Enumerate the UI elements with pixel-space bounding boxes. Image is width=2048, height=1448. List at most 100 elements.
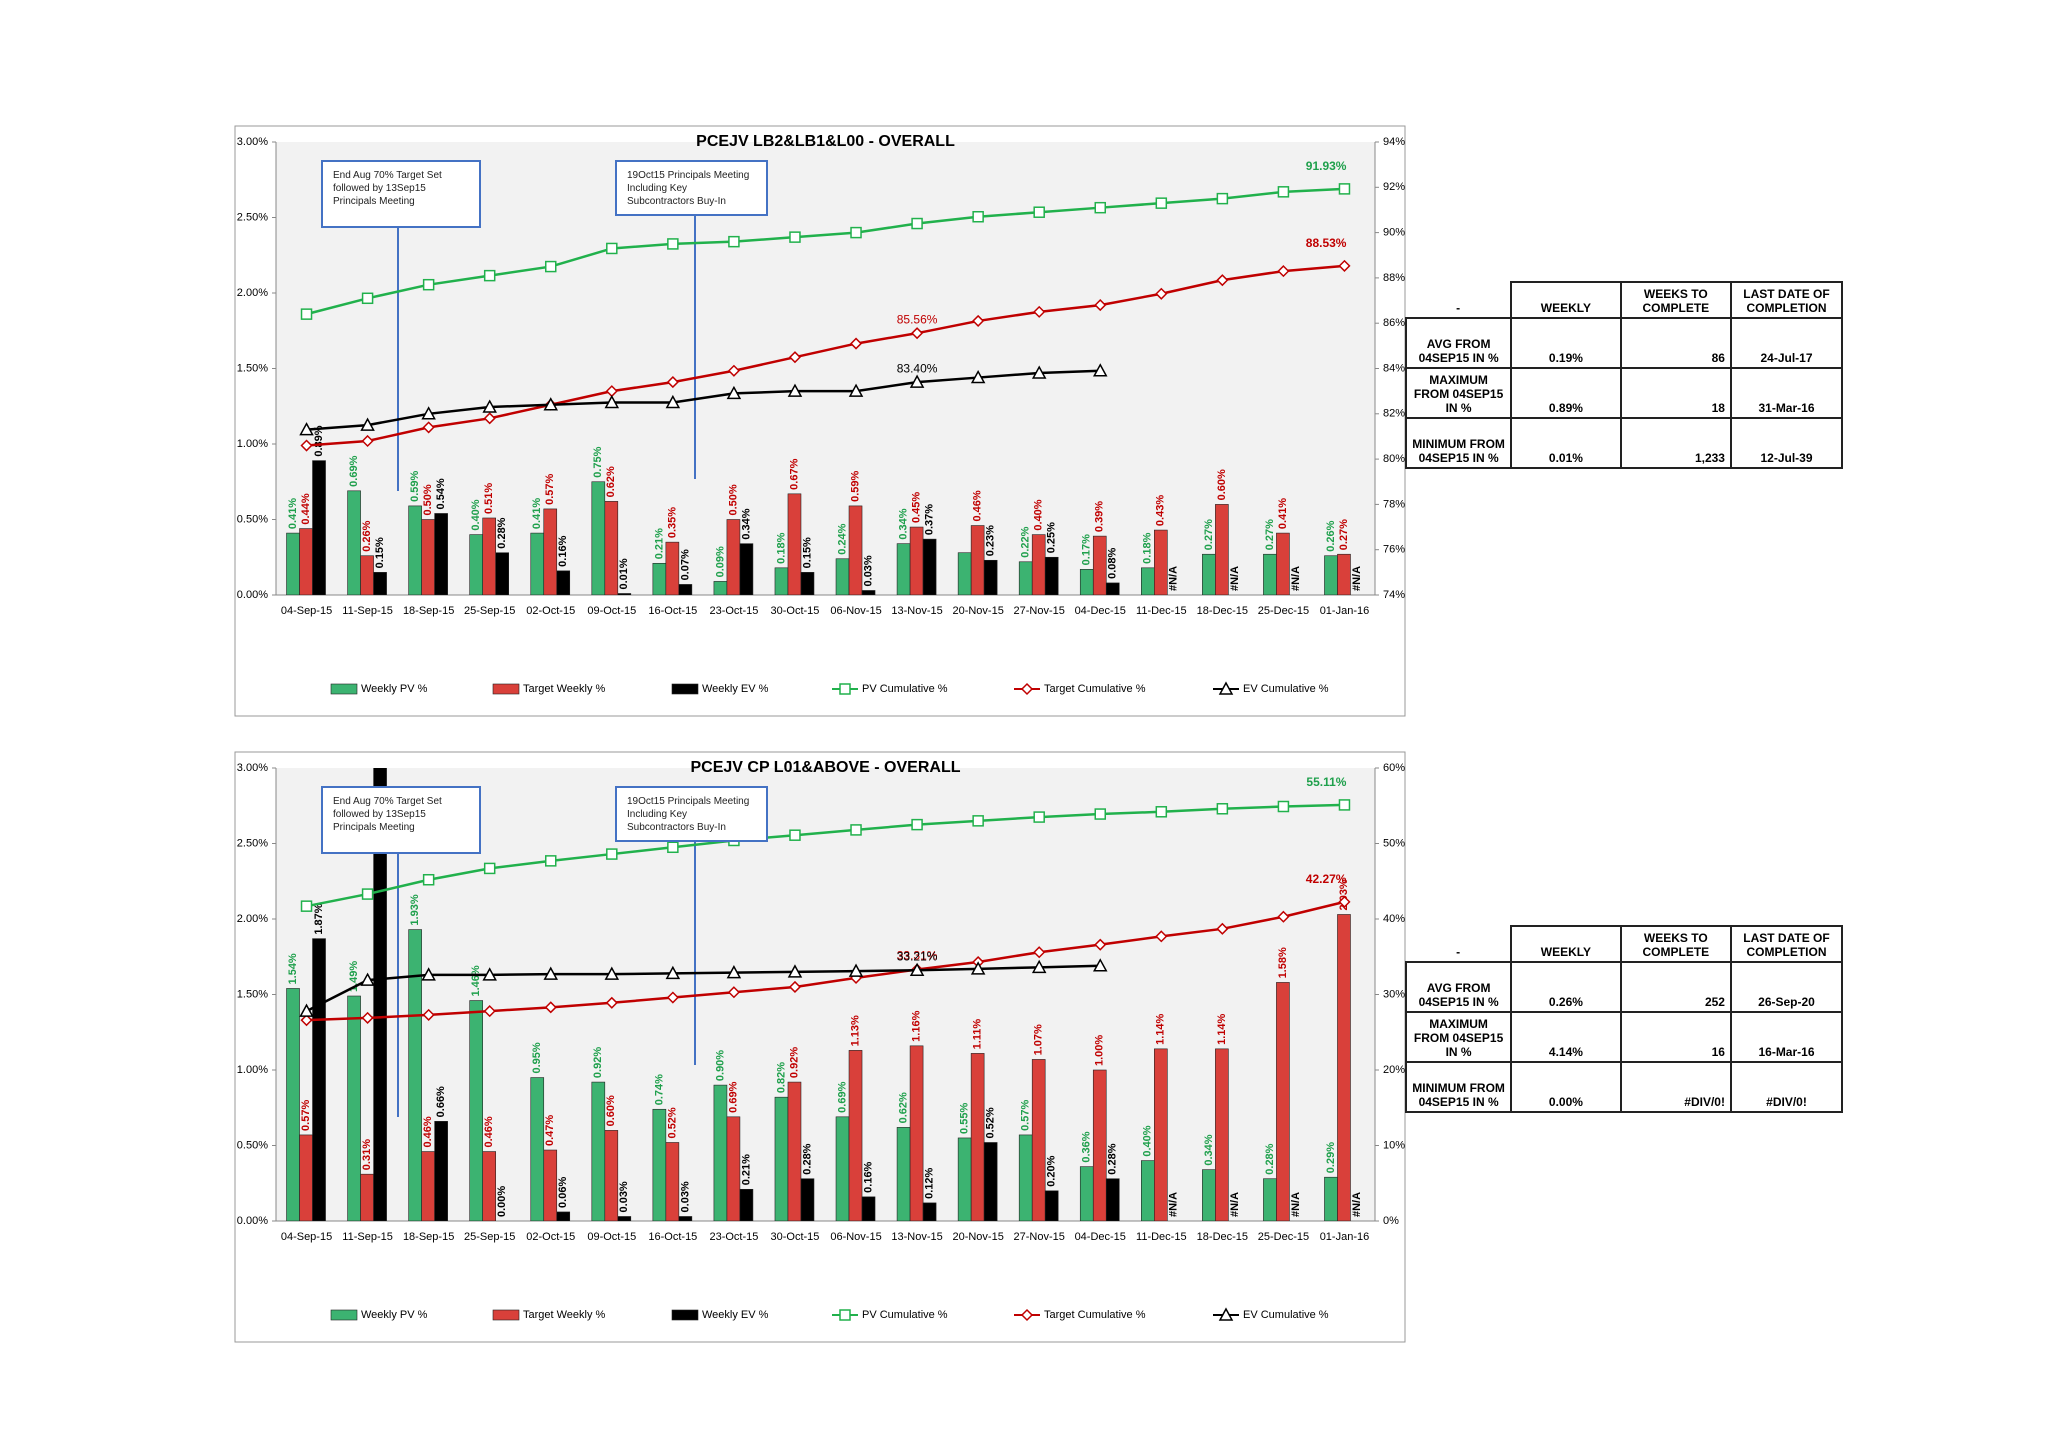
data-label: 1.46% (470, 965, 482, 996)
bar (652, 562, 667, 595)
bar (1324, 1176, 1338, 1221)
annotation: End Aug 70% Target Set followed by 13Sep… (321, 786, 481, 854)
line-marker (545, 260, 557, 273)
bar (909, 526, 924, 595)
x-tick-label: 18-Sep-15 (403, 605, 454, 617)
y2-tick-label: 60% (1383, 762, 1405, 774)
legend-label: PV Cumulative % (862, 1309, 948, 1321)
data-label: #N/A (1351, 1192, 1363, 1217)
bar (312, 460, 326, 595)
annotation: 19Oct15 Principals Meeting Including Key… (615, 786, 768, 842)
y2-tick-label: 84% (1383, 362, 1405, 374)
data-label: 0.60% (1216, 469, 1228, 500)
line-marker (1094, 808, 1106, 820)
bar (922, 1202, 937, 1221)
line-marker (606, 848, 618, 860)
line-marker (788, 980, 802, 994)
bar (1018, 561, 1033, 595)
x-tick-label: 30-Oct-15 (771, 1231, 820, 1243)
line-marker (1155, 197, 1168, 209)
data-label: 1.00% (1094, 1035, 1106, 1066)
legend-swatch (330, 1309, 358, 1321)
legend-label: PV Cumulative % (862, 683, 948, 695)
line-marker (1338, 259, 1351, 272)
stats-table: - WEEKLY WEEKS TO COMPLETE LAST DATE OF COM… (1404, 925, 1844, 1113)
table-row: MINIMUM FROM 04SEP15 IN % 0.01% 1,233 12-Ju… (1404, 417, 1844, 469)
bar (1018, 1134, 1033, 1221)
bar (983, 559, 998, 595)
line-marker (911, 217, 923, 230)
data-label: 0.39% (1094, 501, 1106, 532)
chart-title: PCEJV LB2&LB1&L00 - OVERALL (696, 133, 955, 150)
table-header-cell: WEEKLY (1510, 281, 1622, 319)
bar (347, 995, 361, 1221)
data-label: 0.46% (483, 1116, 495, 1147)
y-tick-label: 3.00% (237, 136, 268, 148)
table-cell: 1,233 (1619, 417, 1732, 469)
y-tick-label: 2.00% (237, 913, 268, 925)
bar (1092, 535, 1107, 595)
bar (373, 572, 387, 595)
x-tick-label: 11-Sep-15 (342, 605, 393, 617)
bar (739, 1188, 754, 1221)
bar (678, 1216, 693, 1221)
line-marker (972, 815, 984, 827)
table-cell: 0.89% (1510, 367, 1622, 419)
line-marker (604, 394, 620, 409)
bar (787, 1081, 802, 1221)
bar (1154, 529, 1168, 595)
data-label: 0.27% (1264, 519, 1276, 550)
legend-swatch (671, 683, 699, 695)
table-row: AVG FROM 04SEP15 IN % 0.19% 86 24-Jul-17 (1404, 317, 1844, 369)
line-marker (1155, 287, 1168, 300)
data-label: 0.07% (679, 549, 691, 580)
x-tick-label: 01-Jan-16 (1320, 1231, 1370, 1243)
bar (1154, 1048, 1168, 1221)
data-label: #N/A (1351, 566, 1363, 591)
line-marker (482, 399, 497, 413)
bar (1141, 567, 1155, 595)
y2-tick-label: 90% (1383, 227, 1405, 239)
bar (591, 1081, 606, 1221)
data-label: 0.43% (1155, 495, 1167, 526)
line (306, 369, 1101, 431)
table-cell: MINIMUM FROM 04SEP15 IN % (1404, 417, 1513, 469)
y-tick-label: 0.50% (237, 1139, 268, 1151)
data-label: 0.51% (483, 483, 495, 514)
x-tick-label: 13-Nov-15 (891, 1231, 942, 1243)
data-label: #N/A (1168, 1192, 1180, 1217)
line-marker (360, 417, 375, 431)
y2-tick-label: 40% (1383, 913, 1405, 925)
line-marker (788, 351, 802, 364)
line-marker (848, 963, 864, 977)
bar (408, 929, 422, 1221)
legend-label: EV Cumulative % (1243, 683, 1329, 695)
line-marker (1092, 363, 1108, 377)
line-marker (360, 972, 375, 986)
data-label: 0.16% (862, 1161, 874, 1192)
y-tick-label: 2.50% (237, 837, 268, 849)
legend-label: Weekly EV % (702, 1309, 769, 1321)
table-header-cell: - (1406, 926, 1513, 963)
bar (896, 543, 911, 595)
data-label: 0.59% (409, 471, 421, 502)
table-cell: 24-Jul-17 (1729, 317, 1844, 369)
line-marker (1031, 365, 1047, 379)
line-marker (1216, 192, 1229, 205)
data-label: 1.87% (313, 903, 325, 934)
data-label: 0.92% (788, 1047, 800, 1078)
legend-marker (1218, 1307, 1234, 1321)
bar (482, 517, 496, 595)
bar (299, 528, 313, 595)
data-label: 0.40% (1142, 1125, 1154, 1156)
data-label: 0.74% (653, 1074, 665, 1105)
table-header-cell: LAST DATE OF COMPLETION (1729, 925, 1844, 963)
x-tick-label: 25-Sep-15 (464, 1231, 515, 1243)
data-label: 0.31% (361, 1139, 373, 1170)
line-marker (1155, 806, 1168, 818)
line (306, 900, 1345, 1022)
data-label: 1.14% (1155, 1013, 1167, 1044)
data-label: 1.11% (972, 1019, 984, 1050)
data-label: 0.06% (557, 1177, 569, 1208)
